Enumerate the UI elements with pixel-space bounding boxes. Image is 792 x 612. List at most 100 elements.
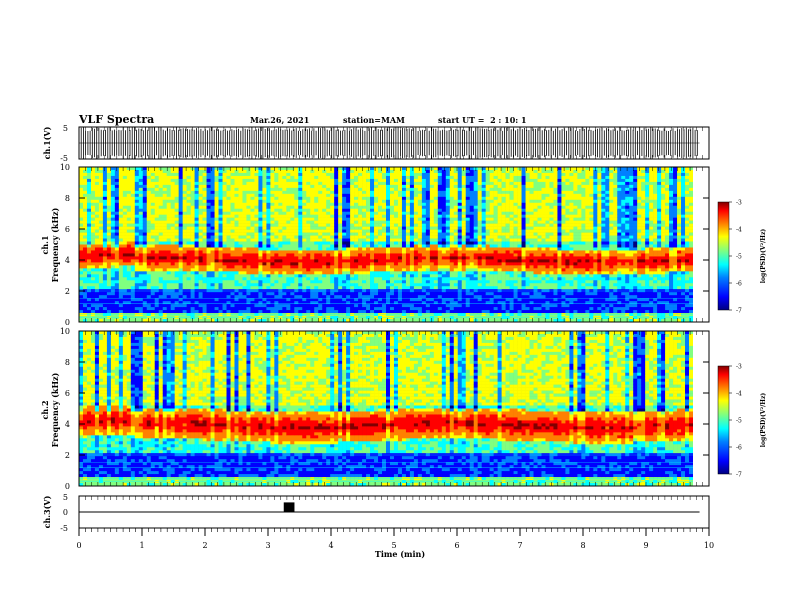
spectrogram-cell	[262, 229, 267, 233]
spectrogram-cell	[198, 262, 203, 266]
spectrogram-cell	[142, 202, 148, 207]
spectrogram-cell	[118, 307, 124, 311]
spectrogram-cell	[286, 298, 291, 302]
spectrogram-cell	[358, 175, 363, 180]
spectrogram-cell	[374, 298, 379, 302]
spectrogram-cell	[214, 217, 219, 221]
spectrogram-cell	[449, 253, 455, 257]
spectrogram-cell	[274, 199, 279, 204]
spectrogram-cell	[79, 202, 84, 207]
spectrogram-cell	[322, 187, 327, 192]
spectrogram-cell	[226, 181, 231, 186]
spectrogram-cell	[370, 193, 375, 198]
spectrogram-cell	[282, 169, 287, 174]
spectrogram-cell	[298, 220, 303, 224]
spectrogram-cell	[358, 208, 363, 213]
spectrogram-cell	[346, 247, 351, 251]
spectrogram-cell	[425, 175, 431, 180]
spectrogram-cell	[238, 205, 243, 210]
spectrogram-cell	[374, 256, 379, 260]
spectrogram-cell	[362, 316, 367, 320]
spectrogram-cell	[374, 274, 379, 278]
spectrogram-cell	[449, 211, 455, 215]
spectrogram-cell	[290, 205, 295, 210]
spectrogram-cell	[110, 217, 116, 221]
spectrogram-cell	[441, 277, 447, 281]
spectrogram-cell	[186, 235, 191, 239]
spectrogram-cell	[206, 238, 211, 242]
spectrogram-cell	[374, 202, 379, 207]
spectrogram-cell	[222, 211, 227, 215]
spectrogram-cell	[362, 292, 367, 296]
spectrogram-cell	[370, 175, 375, 180]
spectrogram-cell	[234, 172, 239, 177]
spectrogram-cell	[274, 262, 279, 266]
spectrogram-cell	[106, 232, 112, 236]
spectrogram-cell	[278, 310, 283, 314]
spectrogram-cell	[234, 175, 239, 180]
spectrogram-cell	[417, 283, 423, 287]
spectrogram-cell	[186, 310, 191, 314]
spectrogram-cell	[166, 283, 171, 287]
spectrogram-cell	[254, 319, 259, 322]
spectrogram-cell	[270, 292, 275, 296]
spectrogram-cell	[393, 184, 399, 189]
spectrogram-cell	[437, 178, 443, 183]
spectrogram-cell	[378, 175, 383, 180]
spectrogram-cell	[198, 178, 203, 183]
spectrogram-cell	[178, 208, 183, 213]
spectrogram-cell	[338, 244, 343, 248]
spectrogram-cell	[90, 298, 96, 302]
spectrogram-cell	[318, 169, 323, 174]
spectrogram-cell	[262, 292, 267, 296]
spectrogram-cell	[270, 187, 275, 192]
spectrogram-cell	[266, 167, 271, 171]
spectrogram-cell	[445, 241, 451, 245]
spectrogram-cell	[386, 202, 391, 207]
spectrogram-cell	[150, 295, 156, 299]
spectrogram-cell	[326, 298, 331, 302]
spectrogram-cell	[178, 256, 183, 260]
spectrogram-cell	[202, 277, 207, 281]
spectrogram-cell	[158, 217, 164, 221]
spectrogram-cell	[350, 256, 355, 260]
spectrogram-cell	[110, 319, 116, 322]
spectrogram-cell	[198, 274, 203, 278]
spectrogram-cell	[106, 175, 112, 180]
spectrogram-cell	[362, 205, 367, 210]
spectrogram-cell	[393, 244, 399, 248]
spectrogram-cell	[114, 175, 120, 180]
spectrogram-cell	[126, 199, 132, 204]
spectrogram-cell	[298, 202, 303, 207]
spectrogram-cell	[370, 274, 375, 278]
spectrogram-cell	[82, 298, 88, 302]
spectrogram-cell	[142, 175, 148, 180]
spectrogram-cell	[170, 223, 175, 227]
spectrogram-cell	[429, 214, 435, 218]
spectrogram-cell	[230, 319, 235, 322]
station-label: station=MAM	[343, 115, 405, 125]
spectrogram-cell	[425, 259, 431, 263]
spectrogram-cell	[370, 190, 375, 195]
spectrogram-cell	[350, 286, 355, 290]
spectrogram-cell	[433, 244, 439, 248]
spectrogram-cell	[170, 238, 175, 242]
spectrogram-cell	[405, 319, 411, 322]
spectrogram-cell	[86, 184, 92, 189]
spectrogram-cell	[170, 304, 175, 308]
spectrogram-cell	[354, 298, 359, 302]
spectrogram-cell	[354, 280, 359, 284]
spectrogram-cell	[142, 196, 148, 201]
spectrogram-cell	[98, 244, 104, 248]
spectrogram-cell	[338, 214, 343, 218]
spectrogram-cell	[386, 244, 391, 248]
spectrogram-cell	[166, 268, 171, 272]
spectrogram-cell	[114, 241, 120, 245]
spectrogram-cell	[126, 277, 132, 281]
spectrogram-cell	[194, 199, 199, 204]
spectrogram-cell	[94, 235, 100, 239]
spectrogram-cell	[98, 313, 104, 317]
spectrogram-cell	[158, 256, 164, 260]
spectrogram-cell	[210, 193, 215, 198]
spectrogram-cell	[290, 229, 295, 233]
